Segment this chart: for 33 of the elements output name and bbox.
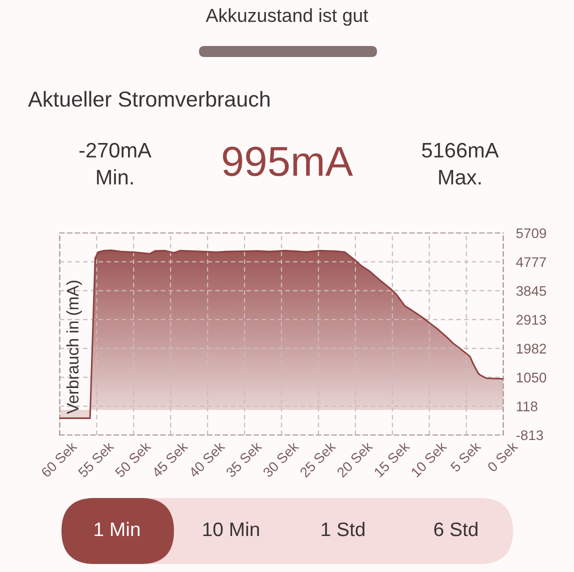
x-tick-label: 50 Sek bbox=[114, 440, 152, 478]
text: Akkuzustand ist gut bbox=[206, 8, 368, 26]
text: Min. bbox=[97, 169, 133, 184]
x-tick-label: 15 Sek bbox=[373, 440, 410, 478]
y-tick-label: -813 bbox=[516, 430, 543, 440]
x-tick-label: 45 Sek bbox=[150, 440, 189, 478]
x-tick-label: 55 Sek bbox=[77, 440, 115, 478]
x-tick-label: 25 Sek bbox=[299, 440, 336, 478]
text: 10 Min bbox=[203, 522, 259, 536]
y-tick-label: 2913 bbox=[516, 314, 546, 325]
y-tick-label: 1982 bbox=[516, 344, 546, 354]
text: 1 Min bbox=[94, 522, 140, 536]
text: 5166mA bbox=[422, 142, 499, 158]
y-tick-label: 3845 bbox=[516, 286, 546, 296]
y-tick-label: 118 bbox=[516, 402, 538, 412]
y-tick-label: 5709 bbox=[516, 228, 546, 238]
x-tick-label: 35 Sek bbox=[225, 440, 262, 478]
text: Max. bbox=[439, 170, 481, 185]
x-tick-label: 5 Sek bbox=[450, 440, 482, 472]
x-tick-label: 10 Sek bbox=[410, 440, 448, 478]
chart-title: Aktueller Stromverbrauch bbox=[28, 90, 270, 107]
x-tick-label: 40 Sek bbox=[188, 440, 226, 478]
text: -270mA bbox=[79, 142, 152, 158]
y-tick-label: 1050 bbox=[516, 372, 546, 382]
x-tick-label: 0 Sek bbox=[486, 440, 519, 472]
text: 1 Std bbox=[322, 522, 364, 536]
text: 6 Std bbox=[434, 522, 478, 536]
y-tick-label: 4777 bbox=[516, 257, 546, 267]
text: 995mA bbox=[222, 146, 353, 176]
x-tick-label: 60 Sek bbox=[40, 440, 78, 478]
x-tick-label: 30 Sek bbox=[262, 440, 300, 478]
y-axis-title: Verbrauch in (mA) bbox=[66, 280, 82, 414]
x-tick-label: 20 Sek bbox=[336, 440, 374, 478]
